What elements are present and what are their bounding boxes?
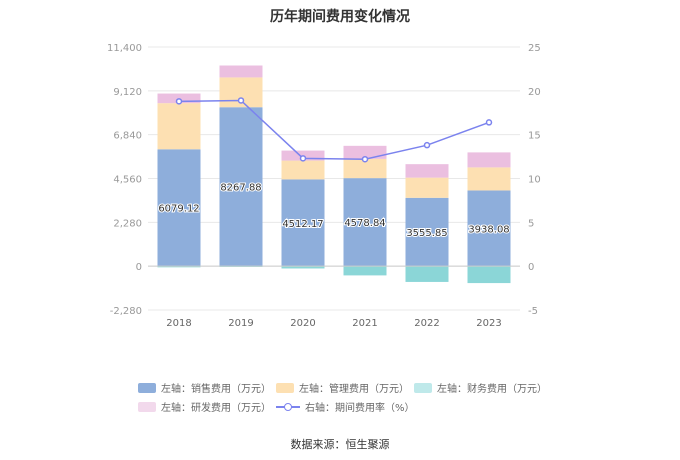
x-tick-label: 2022: [414, 318, 439, 329]
right-tick-label: 0: [528, 262, 534, 273]
right-axis-ticks: -5 0 5 10 15 20 25: [528, 43, 541, 317]
bar-sales: [467, 190, 511, 267]
bar-admin: [467, 167, 511, 191]
legend-admin-label: 左轴：管理费用（万元）: [299, 384, 409, 395]
legend-rnd[interactable]: 左轴：研发费用（万元）: [138, 399, 271, 414]
legend-sales-label: 左轴：销售费用（万元）: [161, 384, 271, 395]
bar-rnd: [219, 65, 263, 78]
bar-value-label: 4578.84: [344, 218, 385, 229]
x-tick-label: 2021: [352, 318, 377, 329]
bar-admin: [405, 177, 449, 198]
legend-rnd-swatch: [138, 401, 156, 412]
left-tick-label: 4,560: [113, 175, 142, 186]
right-tick-label: -5: [528, 306, 538, 317]
legend-rate[interactable]: 右轴：期间费用率（%）: [276, 399, 415, 414]
bar-value-label: 4512.17: [282, 219, 323, 230]
legend-admin[interactable]: 左轴：管理费用（万元）: [276, 380, 409, 395]
chart-canvas: -2,280 0 2,280 4,560 6,840 9,120 11,400 -5 0 5 10…: [107, 43, 541, 329]
left-tick-label: 0: [136, 262, 142, 273]
rate-line: [178, 99, 490, 160]
bar-finance: [281, 266, 325, 269]
bar-rnd: [467, 152, 511, 168]
legend-rate-label: 右轴：期间费用率（%）: [305, 403, 415, 414]
bar-finance: [405, 266, 449, 282]
bar-value-label: 3938.08: [468, 224, 509, 235]
bar-value-label: 6079.12: [158, 204, 199, 215]
data-source: 数据来源：恒生聚源: [290, 438, 390, 451]
x-axis-ticks: 2018 2019 2020 2021 2022 2023: [166, 318, 501, 329]
bar-finance: [467, 266, 511, 284]
bar-sales: [281, 179, 325, 267]
x-tick-label: 2023: [476, 318, 501, 329]
bar-data-labels: 6079.12 8267.88 4512.17 4578.84 3555.85 3938.…: [157, 182, 510, 240]
legend-finance[interactable]: 左轴：财务费用（万元）: [414, 380, 547, 395]
right-tick-label: 10: [528, 175, 541, 186]
right-tick-label: 15: [528, 131, 541, 142]
rate-point: [361, 155, 369, 163]
legend-rate-swatch: [276, 402, 300, 412]
x-tick-label: 2019: [228, 318, 253, 329]
rate-point: [299, 155, 307, 162]
right-tick-label: 5: [528, 218, 534, 229]
legend-rnd-label: 左轴：研发费用（万元）: [161, 403, 271, 414]
bar-rnd: [343, 145, 387, 159]
bar-admin: [281, 160, 325, 180]
chart-title: 历年期间费用变化情况: [270, 9, 410, 25]
left-tick-label: -2,280: [110, 306, 142, 317]
rate-point: [175, 98, 183, 105]
legend-finance-swatch: [414, 382, 432, 393]
left-tick-label: 2,280: [113, 218, 142, 229]
x-tick-label: 2020: [290, 318, 315, 329]
rate-line-series: [175, 97, 493, 163]
legend-admin-swatch: [276, 382, 294, 393]
left-tick-label: 6,840: [113, 131, 142, 142]
grid-lines: [148, 46, 520, 311]
bar-sales: [157, 149, 201, 267]
rate-point: [485, 119, 493, 126]
bar-finance: [157, 266, 201, 268]
left-tick-label: 9,120: [113, 87, 142, 98]
right-tick-label: 20: [528, 87, 541, 98]
bar-sales: [219, 107, 263, 267]
bar-value-label: 8267.88: [220, 183, 261, 194]
left-axis-ticks: -2,280 0 2,280 4,560 6,840 9,120 11,400: [107, 43, 142, 317]
bar-finance: [343, 266, 387, 276]
bar-sales: [405, 197, 449, 267]
bar-series: [157, 65, 511, 284]
x-tick-label: 2018: [166, 318, 191, 329]
rate-point: [237, 97, 245, 104]
bar-rnd: [405, 164, 449, 178]
bar-admin: [157, 103, 201, 150]
legend-sales[interactable]: 左轴：销售费用（万元）: [138, 380, 271, 395]
bar-sales: [343, 178, 387, 267]
rate-point: [423, 141, 431, 149]
left-tick-label: 11,400: [107, 43, 142, 54]
right-tick-label: 25: [528, 43, 541, 54]
legend-sales-swatch: [138, 382, 156, 393]
legend-finance-label: 左轴：财务费用（万元）: [437, 384, 547, 395]
bar-admin: [343, 158, 387, 179]
bar-value-label: 3555.85: [406, 228, 447, 239]
